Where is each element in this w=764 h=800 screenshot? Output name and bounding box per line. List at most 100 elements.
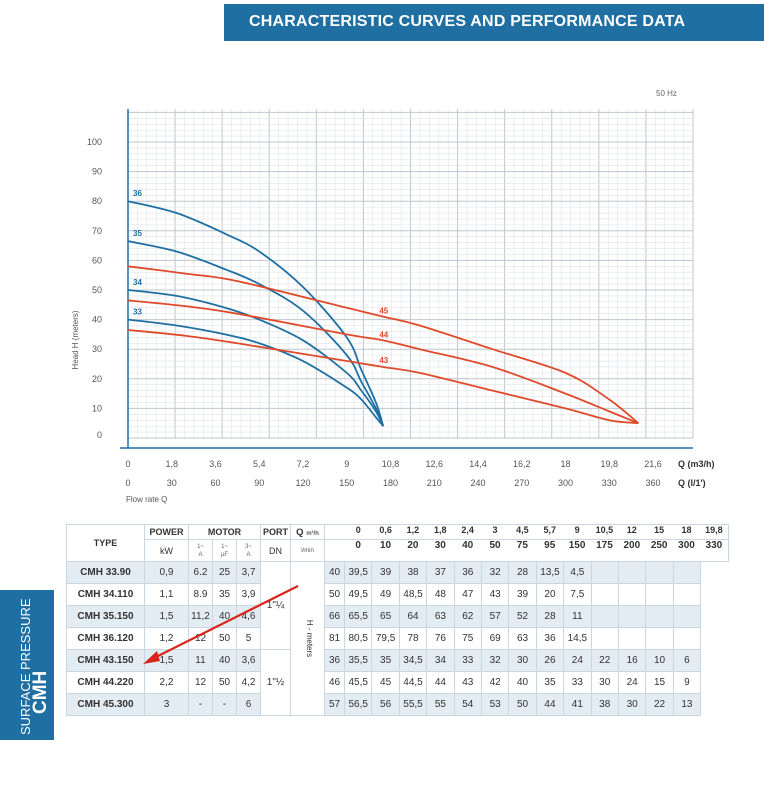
x-tick-label-m3h: 7,2 (297, 459, 310, 469)
series-label-44: 44 (379, 330, 388, 339)
head-value-cell: 33 (453, 649, 482, 672)
x-unit-lmin: Q (l/1') (678, 478, 706, 488)
head-value-cell (590, 561, 619, 584)
x-tick-label-lmin: 240 (470, 478, 485, 488)
y-tick-label: 40 (92, 315, 102, 325)
series-line-35 (127, 240, 385, 427)
q-m3h-value: 2,4 (461, 525, 474, 535)
head-value-cell: 34,5 (398, 649, 428, 672)
amps-3ph-cell: 3,6 (235, 649, 262, 672)
amps-1ph-cell: - (188, 693, 213, 716)
q-m3h-value: 0 (355, 525, 361, 535)
power-cell: 0,9 (144, 561, 189, 584)
head-value-cell: 13 (672, 693, 702, 716)
series-label-33: 33 (133, 308, 142, 317)
series-line-33 (127, 318, 384, 427)
q-lmin-value: 40 (462, 540, 474, 551)
x-tick-label-m3h: 14,4 (469, 459, 487, 469)
page-title: CHARACTERISTIC CURVES AND PERFORMANCE DA… (249, 13, 686, 30)
series-line-36 (127, 200, 385, 427)
x-tick-label-m3h: 9 (344, 459, 349, 469)
head-value-cell: 4,5 (563, 561, 592, 584)
head-value-cell: 39 (371, 561, 400, 584)
q-m3h-value: 0,6 (379, 525, 392, 535)
category-tab: SURFACE PRESSURE CMH (0, 590, 54, 740)
x-tick-label-lmin: 270 (514, 478, 529, 488)
series-label-34: 34 (133, 278, 142, 287)
series-label-43: 43 (379, 356, 388, 365)
q-m3h-value: 1,8 (434, 525, 447, 535)
y-tick-label: 90 (92, 167, 102, 177)
x-tick-label-lmin: 30 (167, 478, 177, 488)
q-unit-m3h: m³/h (306, 530, 319, 537)
header-banner: CHARACTERISTIC CURVES AND PERFORMANCE DA… (224, 4, 764, 41)
q-m3h-value: 12 (626, 525, 637, 535)
x-tick-label-lmin: 90 (254, 478, 264, 488)
q-m3h-value: 3 (492, 525, 498, 535)
table-row: CMH 36.120 1,2 12 50 5 81 80,5 79,5 78 76 75 69 63 36… (66, 627, 729, 650)
table-row: CMH 35.150 1,5 11,2 40 4,6 66 65,5 65 64 63 62 57 52… (66, 605, 729, 628)
series-line-43 (127, 329, 639, 425)
q-m3h-value: 4,5 (516, 525, 529, 535)
q-m3h-value: 5,7 (543, 525, 556, 535)
series-label-45: 45 (379, 307, 388, 316)
head-value-cell: 55 (426, 693, 455, 716)
y-tick-label: 20 (92, 374, 102, 384)
frequency-label: 50 Hz (656, 89, 677, 98)
y-axis-label: Head H (meters) (71, 310, 80, 369)
x-tick-label-lmin: 120 (295, 478, 310, 488)
q-m3h-value: 10,5 (595, 525, 614, 535)
type-cell: CMH 43.150 (66, 649, 145, 672)
head-value-cell: 32 (480, 649, 510, 672)
y-tick-label: 60 (92, 255, 102, 265)
series-line-44 (127, 299, 639, 425)
x-tick-label-m3h: 21,6 (644, 459, 662, 469)
q-lmin-value: 300 (678, 540, 695, 551)
type-cell: CMH 45.300 (66, 693, 145, 716)
head-value-cell: 66 (324, 605, 346, 628)
series-label-35: 35 (133, 229, 142, 238)
x-tick-label-lmin: 180 (383, 478, 398, 488)
x-tick-label-lmin: 210 (427, 478, 442, 488)
head-value-cell: 57 (480, 605, 510, 628)
col-power: POWER (144, 524, 189, 540)
amps-1ph-cell: 11,2 (188, 605, 213, 628)
table-row: CMH 43.150 1,5 11 40 3,6 1"½ 36 35,5 35 34,5 34 33 3… (66, 649, 729, 716)
table-row: CMH 44.220 2,2 12 50 4,2 46 45,5 45 44,5 44 43 42 40… (66, 671, 729, 694)
x-tick-label-m3h: 19,8 (600, 459, 618, 469)
head-value-cell: 50 (508, 693, 537, 716)
head-value-cell: 30 (508, 649, 537, 672)
head-value-cell (672, 561, 702, 584)
y-tick-label: 50 (92, 285, 102, 295)
x-unit-m3h: Q (m3/h) (678, 459, 715, 469)
head-value-cell: 56,5 (344, 693, 373, 716)
head-value-cell: 6 (672, 649, 702, 672)
series-line-45 (127, 265, 639, 424)
q-m3h-value: 18 (681, 525, 692, 535)
head-value-cell: 63 (426, 605, 455, 628)
y-tick-label: 80 (92, 196, 102, 206)
x-tick-label-lmin: 330 (602, 478, 617, 488)
q-lmin-value: 30 (434, 540, 446, 551)
head-value-cell: 53 (480, 693, 510, 716)
amps-3ph-cell: 3,7 (235, 561, 262, 584)
x-tick-label-m3h: 16,2 (513, 459, 531, 469)
q-lmin-value: 200 (623, 540, 641, 551)
x-tick-label-m3h: 5,4 (253, 459, 266, 469)
q-lmin-value: 20 (407, 540, 419, 551)
performance-table: TYPE POWER MOTOR PORT Q m³/h 0 0,6 1,2 1,8 2… (66, 524, 729, 716)
col-port: PORT (260, 524, 292, 540)
q-label-text: Q (296, 526, 304, 538)
head-value-cell: 26 (535, 649, 565, 672)
q-lmin-value: 150 (568, 540, 586, 551)
amps-3ph-cell: 4,6 (235, 605, 262, 628)
head-value-cell: 38 (590, 693, 619, 716)
x-tick-label-m3h: 0 (125, 459, 130, 469)
x-tick-label-lmin: 360 (645, 478, 660, 488)
head-value-cell: 32 (480, 561, 510, 584)
y-tick-label: 0 (97, 430, 102, 440)
amps-1ph-cell: 6.2 (188, 561, 213, 584)
y-tick-label: 10 (92, 403, 102, 413)
q-m3h-value: 1,2 (406, 525, 420, 535)
